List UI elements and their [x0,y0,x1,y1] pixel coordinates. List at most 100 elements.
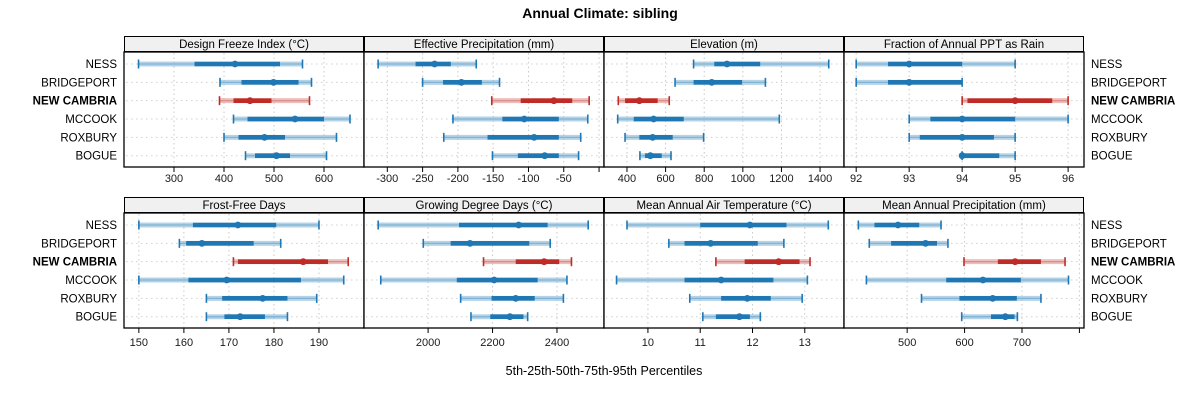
percentile-row-bridgeport [668,238,785,248]
median-dot [746,221,754,229]
percentile-row-mccook [908,114,1069,124]
axis-tick-label: 600 [955,337,973,349]
percentile-row-new-cambria [232,257,350,267]
percentile-row-bogue [205,312,289,322]
axis-tick-label: 11 [694,337,705,349]
panel-plot-area [364,213,604,328]
panel-border [843,212,1085,329]
axis-tick-label: 92 [850,173,862,185]
panel-strip-title: Fraction of Annual PPT as Rain [884,39,1044,51]
percentile-row-roxbury [920,293,1042,303]
percentile-row-bogue [960,312,1019,322]
row-label-right-ness: NESS [1091,220,1123,232]
median-dot [520,115,528,123]
axis-tick-label: 600 [315,173,333,185]
percentile-row-new-cambria [963,257,1066,267]
axis-tick-label: 190 [310,337,328,349]
median-dot [650,115,658,123]
axis-tick-label: 94 [956,173,968,185]
median-dot [291,115,299,123]
median-dot [458,78,465,86]
panel-growing-degree-days-c: Growing Degree Days (°C) 2000 2200 2400 [363,197,605,349]
axis-tick-label: 2000 [416,337,440,349]
percentile-row-ness [626,220,830,230]
panel-strip-title: Frost-Free Days [202,200,285,212]
row-label-left-ness: NESS [86,220,118,232]
percentile-row-bridgeport [421,77,501,87]
percentile-row-ness [138,220,320,230]
panel-effective-precipitation-mm: Effective Precipitation (mm) -300 -250 -200… [363,36,605,185]
panel-strip-title: Effective Precipitation (mm) [414,39,555,51]
median-dot [466,239,474,247]
axis-tick-label: 160 [175,337,193,349]
percentile-row-mccook [379,275,568,285]
row-label-right-mccook: MCCOOK [1091,114,1143,126]
percentile-row-ness [857,220,942,230]
median-dot [231,60,239,68]
median-dot [1011,97,1019,105]
median-dot [246,97,254,105]
row-label-left-bridgeport: BRIDGEPORT [41,77,117,89]
percentile-row-mccook [138,275,345,285]
panel-plot-area [364,52,604,167]
panel-design-freeze-index-c: Design Freeze Index (°C) 300 400 500 600 [123,36,365,185]
row-label-left-roxbury: ROXBURY [60,132,117,144]
percentile-row-roxbury [624,132,705,142]
axis-tick-label: 500 [265,173,283,185]
median-dot [707,239,715,247]
row-label-right-ness: NESS [1091,59,1123,71]
panel-plot-area [604,213,844,328]
panel-plot-area [124,213,364,328]
median-dot [708,78,716,86]
row-label-left-bogue: BOGUE [75,151,117,163]
median-dot [198,239,206,247]
median-dot [506,313,514,321]
axis-tick-label: -100 [517,173,539,185]
median-dot [775,258,783,266]
median-dot [299,258,307,266]
percentile-row-roxbury [688,293,803,303]
row-label-left-mccook: MCCOOK [65,114,117,126]
axis-tick-label: 1200 [769,173,793,185]
median-dot [649,133,657,141]
row-label-left-bridgeport: BRIDGEPORT [41,238,117,250]
row-label-right-roxbury: ROXBURY [1091,132,1148,144]
row-label-right-bogue: BOGUE [1091,312,1133,324]
panel-mean-annual-air-temperature-c: Mean Annual Air Temperature (°C) 10 11 12 13 [603,197,845,349]
percentile-row-ness [855,59,1016,69]
median-dot [273,152,280,160]
percentile-row-ness [692,59,830,69]
median-dot [922,239,929,247]
panel-strip-title: Mean Annual Precipitation (mm) [882,200,1046,212]
percentile-row-mccook [615,275,809,285]
chart-title: Annual Climate: sibling [522,5,678,21]
axis-tick-label: 93 [903,173,915,185]
axis-tick-label: 170 [220,337,238,349]
row-label-left-new-cambria: NEW CAMBRIA [33,257,117,269]
row-label-left-new-cambria: NEW CAMBRIA [33,96,117,108]
percentile-row-roxbury [442,132,582,142]
axis-tick-label: 96 [1062,173,1074,185]
percentile-row-mccook [616,114,781,124]
median-dot [515,221,523,229]
axis-tick-label: -150 [482,173,504,185]
median-dot [541,152,549,160]
median-dot [550,97,558,105]
percentile-row-bogue [639,151,672,161]
axis-tick-label: 1400 [808,173,832,185]
median-dot [743,294,751,302]
median-dot [236,313,244,321]
axis-tick-label: 1000 [731,173,755,185]
axis-tick-label: 13 [799,337,811,349]
percentile-row-bogue [958,151,1016,161]
row-label-right-new-cambria: NEW CAMBRIA [1091,96,1175,108]
median-dot [259,294,267,302]
axis-tick-label: 600 [656,173,674,185]
row-label-left-mccook: MCCOOK [65,275,117,287]
percentile-row-bridgeport [219,77,313,87]
axis-tick-label: 300 [165,173,183,185]
percentile-row-mccook [452,114,589,124]
percentile-row-roxbury [205,293,318,303]
panel-elevation-m: Elevation (m) 400 600 800 1000 1200 1400 [603,36,845,185]
